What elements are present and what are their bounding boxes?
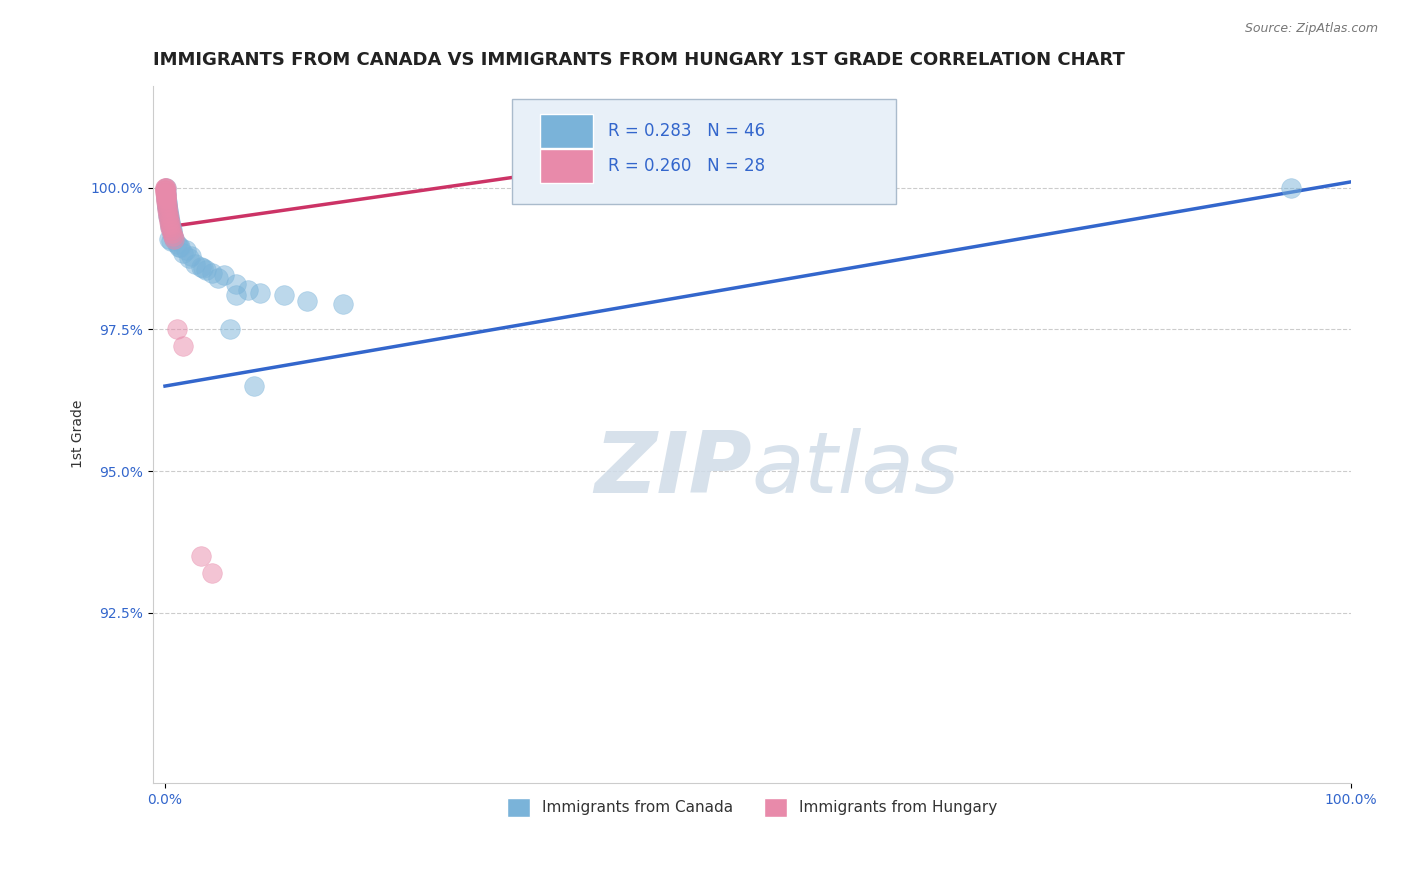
Point xyxy=(160,220,183,235)
Point xyxy=(160,223,183,237)
Point xyxy=(156,194,179,209)
Point xyxy=(225,288,247,302)
Point xyxy=(157,211,180,226)
Point xyxy=(225,277,247,291)
Point xyxy=(157,209,180,223)
Point xyxy=(190,549,212,564)
Point xyxy=(219,322,242,336)
Point xyxy=(156,201,179,215)
Point xyxy=(159,220,181,235)
Point xyxy=(155,186,177,201)
Point xyxy=(162,228,184,243)
Text: R = 0.260   N = 28: R = 0.260 N = 28 xyxy=(609,157,765,175)
Point xyxy=(153,183,176,197)
Point xyxy=(162,228,184,243)
Point xyxy=(155,186,177,201)
Point xyxy=(160,223,183,237)
Point xyxy=(155,180,177,194)
Point xyxy=(159,214,181,228)
Point xyxy=(166,322,188,336)
Point xyxy=(155,194,177,209)
Text: ZIP: ZIP xyxy=(595,427,752,510)
Point xyxy=(273,288,295,302)
Point xyxy=(332,297,354,311)
Point xyxy=(155,186,177,201)
Point xyxy=(156,203,179,218)
Point xyxy=(155,189,177,203)
Point xyxy=(155,189,177,203)
Point xyxy=(207,271,229,285)
Point xyxy=(195,262,218,277)
Point xyxy=(156,197,179,211)
Point xyxy=(155,192,177,206)
Point xyxy=(156,203,179,218)
Point xyxy=(156,197,179,211)
Point xyxy=(155,192,177,206)
Point xyxy=(236,283,259,297)
Point xyxy=(214,268,236,283)
Y-axis label: 1st Grade: 1st Grade xyxy=(72,401,86,468)
Point xyxy=(243,379,266,393)
FancyBboxPatch shape xyxy=(540,114,592,148)
Text: R = 0.283   N = 46: R = 0.283 N = 46 xyxy=(609,122,765,140)
Point xyxy=(153,180,176,194)
Point xyxy=(155,183,177,197)
Point xyxy=(201,266,224,280)
Text: atlas: atlas xyxy=(752,427,960,510)
Point xyxy=(156,209,179,223)
Point xyxy=(163,232,186,246)
Point xyxy=(157,232,180,246)
Point xyxy=(172,339,194,353)
Point xyxy=(172,245,194,260)
Point xyxy=(191,261,214,276)
Point xyxy=(180,249,202,263)
Point xyxy=(166,237,188,252)
Point xyxy=(249,285,271,300)
Point xyxy=(183,257,205,271)
Text: IMMIGRANTS FROM CANADA VS IMMIGRANTS FROM HUNGARY 1ST GRADE CORRELATION CHART: IMMIGRANTS FROM CANADA VS IMMIGRANTS FRO… xyxy=(153,51,1125,69)
Point xyxy=(176,243,198,257)
Point xyxy=(159,218,181,232)
Point xyxy=(1279,180,1302,194)
Point xyxy=(157,214,180,228)
Point xyxy=(297,293,319,308)
Point xyxy=(156,206,179,220)
Point xyxy=(157,209,180,223)
Point xyxy=(156,206,179,220)
Point xyxy=(155,180,177,194)
FancyBboxPatch shape xyxy=(512,100,896,204)
Point xyxy=(160,226,183,240)
Point xyxy=(201,566,224,581)
Point xyxy=(155,180,177,194)
Point xyxy=(157,211,180,226)
Point xyxy=(167,240,190,254)
Point xyxy=(159,220,181,235)
Point xyxy=(163,232,186,246)
Point xyxy=(169,240,191,254)
Point xyxy=(156,201,179,215)
Legend: Immigrants from Canada, Immigrants from Hungary: Immigrants from Canada, Immigrants from … xyxy=(499,790,1005,824)
Text: Source: ZipAtlas.com: Source: ZipAtlas.com xyxy=(1244,22,1378,36)
Point xyxy=(177,252,200,266)
Point xyxy=(160,235,183,249)
Point xyxy=(190,260,212,274)
Point xyxy=(155,192,177,206)
Point xyxy=(156,201,179,215)
Point xyxy=(155,189,177,203)
Point xyxy=(160,226,183,240)
Point xyxy=(159,218,181,232)
FancyBboxPatch shape xyxy=(540,149,592,183)
